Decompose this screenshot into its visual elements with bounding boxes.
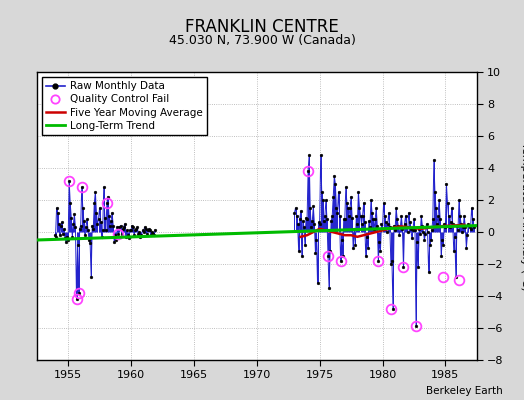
Y-axis label: Temperature Anomaly (°C): Temperature Anomaly (°C) — [520, 142, 524, 290]
Legend: Raw Monthly Data, Quality Control Fail, Five Year Moving Average, Long-Term Tren: Raw Monthly Data, Quality Control Fail, … — [42, 77, 207, 135]
Text: Berkeley Earth: Berkeley Earth — [427, 386, 503, 396]
Text: 45.030 N, 73.900 W (Canada): 45.030 N, 73.900 W (Canada) — [169, 34, 355, 47]
Text: FRANKLIN CENTRE: FRANKLIN CENTRE — [185, 18, 339, 36]
